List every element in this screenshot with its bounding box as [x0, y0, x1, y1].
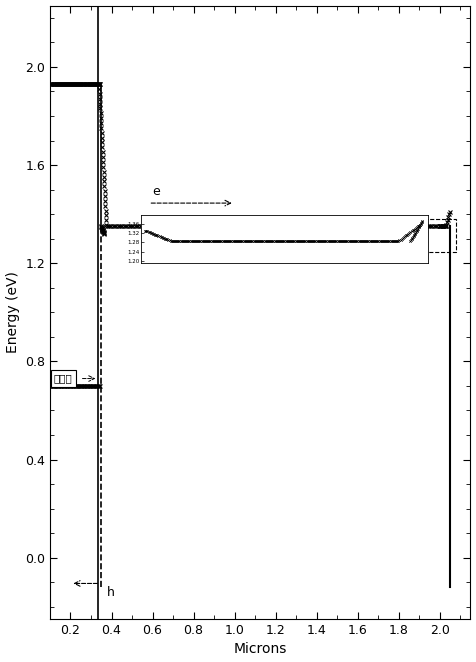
Text: e: e: [152, 185, 160, 197]
Bar: [364, 219, 456, 252]
Text: 入射光: 入射光: [54, 373, 73, 383]
Text: h: h: [106, 586, 114, 598]
Y-axis label: Energy (eV): Energy (eV): [6, 271, 20, 354]
X-axis label: Microns: Microns: [234, 642, 287, 657]
